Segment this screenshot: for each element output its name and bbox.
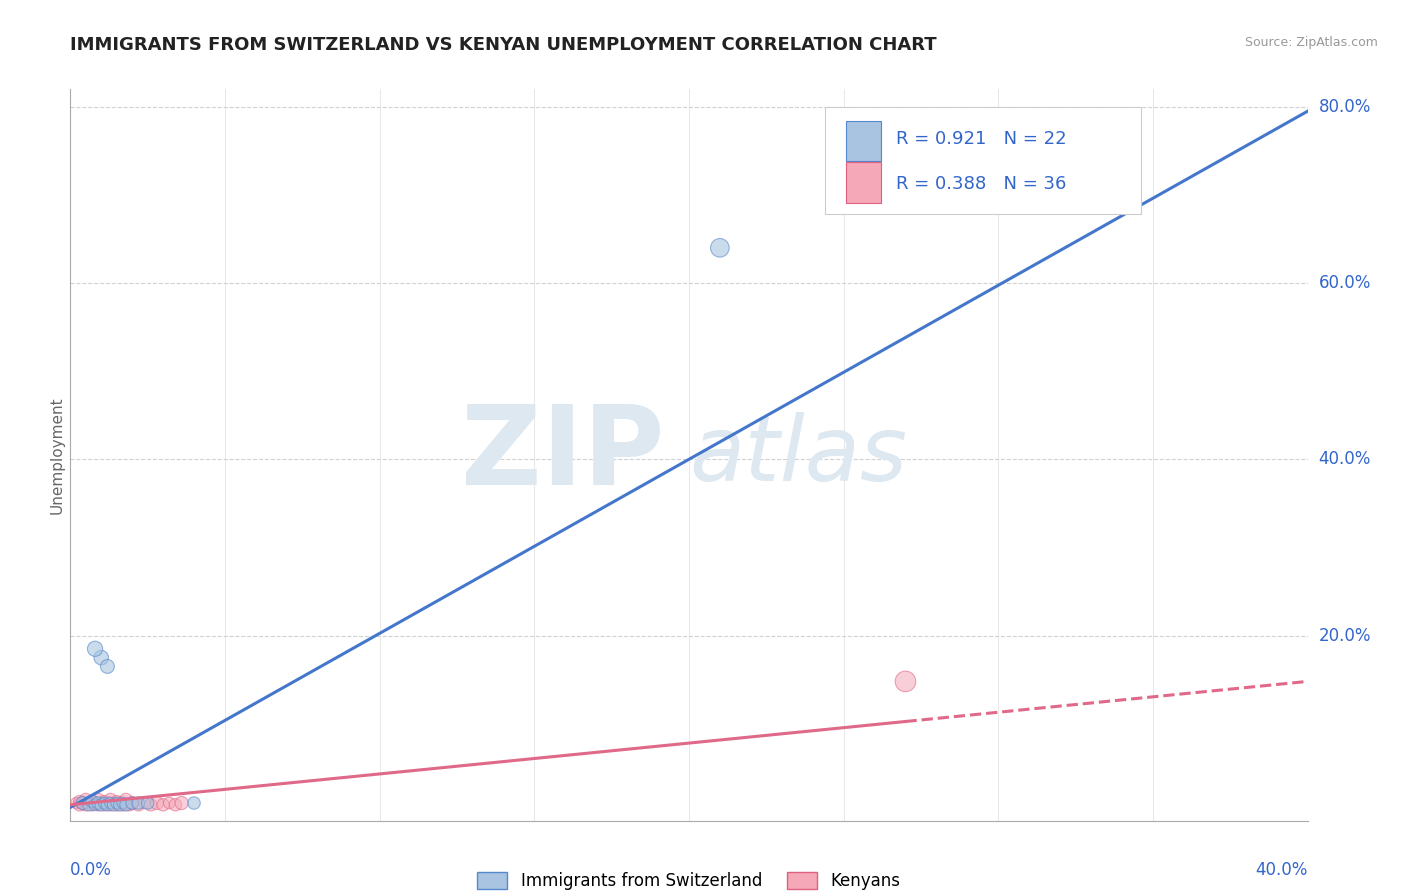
Point [115, 797, 138, 812]
Point [87, 796, 110, 810]
Point [72, 796, 94, 810]
Point [93, 797, 115, 812]
Point [96, 659, 118, 673]
Point [84, 641, 107, 656]
Point [96, 797, 118, 812]
Text: 40.0%: 40.0% [1319, 450, 1371, 468]
Point [108, 796, 131, 810]
Point [93, 794, 115, 808]
Point [183, 796, 205, 810]
Point [146, 796, 169, 810]
Point [894, 674, 917, 689]
Point [65, 796, 87, 810]
Text: ZIP: ZIP [461, 401, 664, 508]
Point [127, 797, 149, 812]
Point [84, 797, 107, 812]
Point [115, 792, 138, 806]
Point [100, 796, 122, 810]
Point [105, 796, 128, 810]
Point [105, 797, 128, 812]
Y-axis label: Unemployment: Unemployment [49, 396, 65, 514]
Point [105, 794, 128, 808]
Text: R = 0.388   N = 36: R = 0.388 N = 36 [896, 176, 1066, 194]
Point [75, 797, 97, 812]
Point [134, 796, 156, 810]
Point [80, 797, 103, 812]
Point [90, 650, 112, 665]
Point [80, 794, 103, 808]
Point [118, 797, 141, 812]
Point [103, 796, 125, 810]
Text: R = 0.921   N = 22: R = 0.921 N = 22 [896, 130, 1066, 148]
Point [111, 797, 134, 812]
Point [165, 797, 187, 812]
Point [100, 797, 122, 812]
Text: 40.0%: 40.0% [1256, 861, 1308, 879]
Text: 60.0%: 60.0% [1319, 274, 1371, 292]
Point [69, 794, 91, 808]
Point [69, 797, 91, 812]
FancyBboxPatch shape [825, 108, 1140, 213]
Point [96, 796, 118, 810]
Text: 0.0%: 0.0% [70, 861, 112, 879]
FancyBboxPatch shape [846, 162, 880, 202]
Point [77, 796, 100, 810]
Text: atlas: atlas [689, 412, 907, 500]
Point [139, 797, 162, 812]
Point [90, 797, 112, 812]
Legend: Immigrants from Switzerland, Kenyans: Immigrants from Switzerland, Kenyans [471, 865, 907, 892]
Point [111, 796, 134, 810]
Point [75, 792, 97, 806]
Point [115, 796, 138, 810]
Point [108, 797, 131, 812]
Text: Source: ZipAtlas.com: Source: ZipAtlas.com [1244, 36, 1378, 49]
Point [152, 797, 174, 812]
Point [136, 796, 159, 810]
Point [80, 794, 103, 808]
Point [127, 796, 149, 810]
Point [77, 797, 100, 812]
Text: 20.0%: 20.0% [1319, 626, 1371, 645]
Point [72, 796, 94, 810]
Point [87, 792, 110, 806]
Point [121, 796, 143, 810]
Text: IMMIGRANTS FROM SWITZERLAND VS KENYAN UNEMPLOYMENT CORRELATION CHART: IMMIGRANTS FROM SWITZERLAND VS KENYAN UN… [70, 36, 936, 54]
FancyBboxPatch shape [846, 120, 880, 161]
Point [121, 796, 143, 810]
Point [93, 796, 115, 810]
Text: 80.0%: 80.0% [1319, 98, 1371, 116]
Point [170, 796, 193, 810]
Point [709, 241, 731, 255]
Point [90, 796, 112, 810]
Point [84, 796, 107, 810]
Point [100, 792, 122, 806]
Point [87, 797, 110, 812]
Point [103, 797, 125, 812]
Point [157, 796, 180, 810]
